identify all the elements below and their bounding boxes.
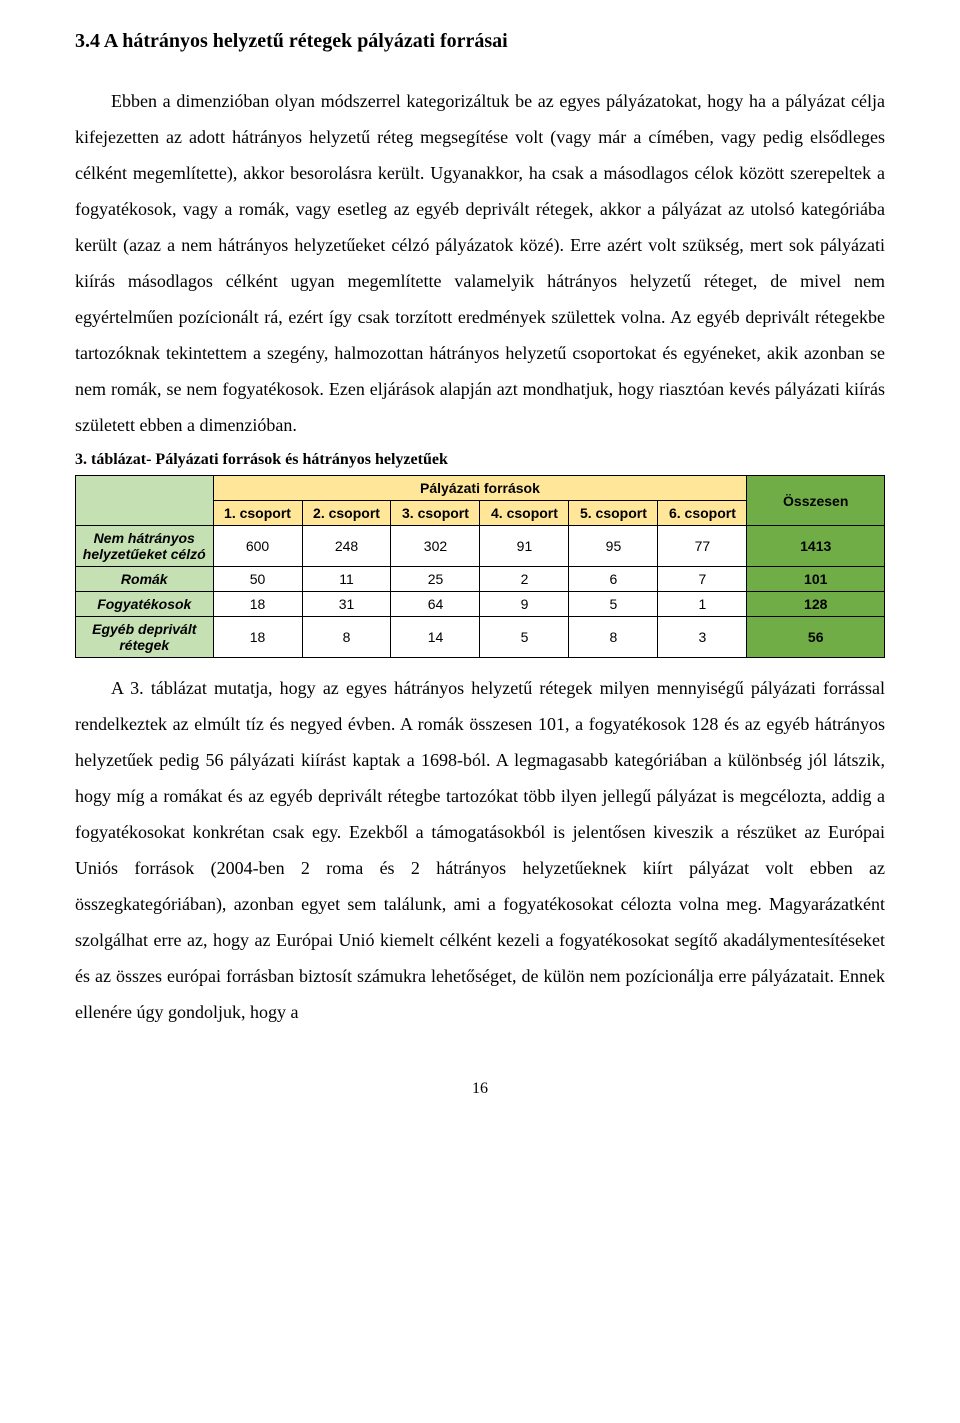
cell: 9 <box>480 592 569 617</box>
cell: 8 <box>569 617 658 658</box>
total-cell: 56 <box>747 617 885 658</box>
cell: 31 <box>302 592 391 617</box>
col-header: 6. csoport <box>658 501 747 526</box>
cell: 25 <box>391 567 480 592</box>
table-total-header: Összesen <box>747 476 885 526</box>
total-cell: 128 <box>747 592 885 617</box>
table-row: Egyéb deprivált rétegek 18 8 14 5 8 3 56 <box>76 617 885 658</box>
cell: 91 <box>480 526 569 567</box>
body-paragraph-2: A 3. táblázat mutatja, hogy az egyes hát… <box>75 670 885 1030</box>
row-header: Fogyatékosok <box>76 592 214 617</box>
table-row: Romák 50 11 25 2 6 7 101 <box>76 567 885 592</box>
row-header: Romák <box>76 567 214 592</box>
total-cell: 101 <box>747 567 885 592</box>
table-caption: 3. táblázat- Pályázati források és hátrá… <box>75 451 885 469</box>
cell: 5 <box>480 617 569 658</box>
cell: 64 <box>391 592 480 617</box>
row-header: Nem hátrányos helyzetűeket célzó <box>76 526 214 567</box>
page-number: 16 <box>75 1080 885 1098</box>
col-header: 1. csoport <box>213 501 302 526</box>
cell: 7 <box>658 567 747 592</box>
cell: 6 <box>569 567 658 592</box>
col-header: 3. csoport <box>391 501 480 526</box>
table-row: Fogyatékosok 18 31 64 9 5 1 128 <box>76 592 885 617</box>
cell: 77 <box>658 526 747 567</box>
data-table: Pályázati források Összesen 1. csoport 2… <box>75 475 885 658</box>
cell: 302 <box>391 526 480 567</box>
body-paragraph-1: Ebben a dimenzióban olyan módszerrel kat… <box>75 83 885 443</box>
col-header: 2. csoport <box>302 501 391 526</box>
col-header: 5. csoport <box>569 501 658 526</box>
total-cell: 1413 <box>747 526 885 567</box>
cell: 3 <box>658 617 747 658</box>
cell: 1 <box>658 592 747 617</box>
table-corner <box>76 476 214 526</box>
cell: 50 <box>213 567 302 592</box>
cell: 95 <box>569 526 658 567</box>
cell: 600 <box>213 526 302 567</box>
table-row: Nem hátrányos helyzetűeket célzó 600 248… <box>76 526 885 567</box>
col-header: 4. csoport <box>480 501 569 526</box>
document-page: 3.4 A hátrányos helyzetű rétegek pályáza… <box>0 0 960 1138</box>
table-super-header: Pályázati források <box>213 476 747 501</box>
cell: 11 <box>302 567 391 592</box>
cell: 248 <box>302 526 391 567</box>
cell: 18 <box>213 592 302 617</box>
cell: 5 <box>569 592 658 617</box>
row-header: Egyéb deprivált rétegek <box>76 617 214 658</box>
cell: 14 <box>391 617 480 658</box>
section-heading: 3.4 A hátrányos helyzetű rétegek pályáza… <box>75 30 885 53</box>
cell: 18 <box>213 617 302 658</box>
cell: 8 <box>302 617 391 658</box>
cell: 2 <box>480 567 569 592</box>
